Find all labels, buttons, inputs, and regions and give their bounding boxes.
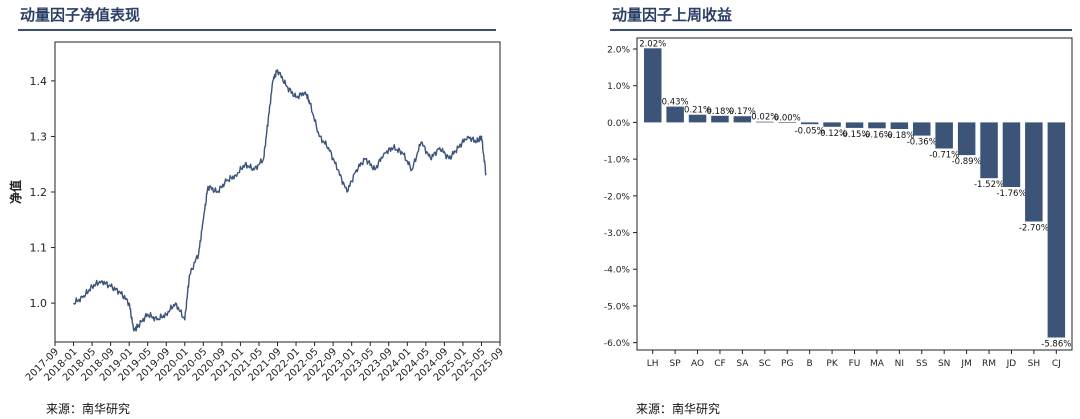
y-tick-label: 1.0%	[607, 82, 630, 92]
bar-FU	[845, 122, 864, 128]
bar-MA	[868, 122, 886, 129]
x-tick-label: NI	[895, 359, 904, 369]
x-tick-label: MA	[870, 359, 885, 369]
nav-line	[73, 69, 487, 332]
x-tick-label: JD	[1006, 359, 1017, 369]
bar-chart-panel: 动量因子上周收益 2.0% 1.0% 0.0% -1.0% -2.0% -3.0% -4.0…	[590, 0, 1080, 419]
data-label: 0.18%	[706, 107, 733, 117]
data-label: -2.70%	[1019, 224, 1049, 234]
y-tick-label: 1.3	[30, 130, 48, 143]
bar-CF	[711, 115, 729, 123]
line-chart-panel: 动量因子净值表现 1.0 1.1 1.2 1.3 1.4 2017-09 2018-01 20…	[0, 0, 510, 419]
plot-frame	[54, 41, 501, 343]
bar-CJ	[1047, 122, 1066, 338]
y-tick-label: 1.2	[30, 186, 48, 199]
data-label: -5.86%	[1041, 340, 1071, 350]
y-tick-label: 2.0%	[607, 46, 630, 56]
y-tick-label: -6.0%	[604, 339, 631, 349]
x-tick-label: PG	[781, 359, 793, 369]
data-label: -1.52%	[974, 180, 1004, 190]
data-label: 0.00%	[774, 113, 801, 123]
bar-PG	[778, 122, 796, 123]
bar-LH	[644, 48, 662, 123]
bar-SC	[756, 121, 774, 123]
bar-chart-title: 动量因子上周收益	[612, 6, 733, 24]
data-label: -0.12%	[817, 129, 847, 139]
y-tick-label: 1.4	[30, 75, 48, 88]
data-label: -0.89%	[952, 157, 982, 167]
y-tick-label: 1.0	[30, 297, 48, 310]
bar-RM	[980, 122, 998, 179]
y-axis-label: 净值	[8, 180, 23, 204]
line-chart: 1.01.11.21.31.42017-092018-012018-052018…	[8, 41, 506, 384]
bar-JM	[957, 122, 976, 156]
x-tick-label: SS	[916, 359, 928, 369]
data-label: -0.18%	[884, 131, 914, 141]
y-tick-label: -5.0%	[604, 302, 631, 312]
y-tick-label: -2.0%	[604, 192, 631, 202]
bar-B	[800, 122, 819, 125]
bar-NI	[890, 122, 909, 129]
bar-JD	[1002, 122, 1021, 187]
title-divider	[18, 29, 496, 31]
data-label: 0.21%	[684, 106, 711, 116]
x-tick-label: CJ	[1052, 359, 1061, 369]
data-label: 0.43%	[662, 98, 689, 108]
x-tick-label: SC	[759, 359, 771, 369]
x-tick-label: PK	[826, 359, 838, 369]
y-tick-label: 1.1	[30, 242, 48, 255]
line-chart-title: 动量因子净值表现	[20, 6, 141, 24]
x-tick-label: FU	[849, 359, 861, 369]
x-tick-label: LH	[647, 359, 659, 369]
x-tick-label: SP	[670, 359, 682, 369]
data-label: 0.02%	[751, 113, 778, 123]
x-tick-label: CF	[714, 359, 725, 369]
y-tick-label: -1.0%	[604, 156, 631, 166]
x-tick-label: SN	[938, 359, 950, 369]
data-label: 2.02%	[639, 39, 666, 49]
bar-SS	[913, 122, 931, 136]
source-note: 来源：南华研究	[636, 402, 721, 416]
data-label: -0.05%	[795, 126, 825, 136]
data-label: -0.15%	[839, 130, 869, 140]
data-label: 0.17%	[729, 107, 756, 117]
source-note: 来源：南华研究	[46, 402, 131, 416]
data-label: -0.36%	[907, 138, 937, 148]
bar-SH	[1025, 122, 1043, 222]
bar-chart: 2.0% 1.0% 0.0% -1.0% -2.0% -3.0% -4.0% -5.0% -6.…	[604, 37, 1073, 369]
x-tick-label: SH	[1028, 359, 1040, 369]
y-tick-label: 0.0%	[607, 119, 630, 129]
y-tick-label: -3.0%	[604, 229, 631, 239]
data-label: -0.71%	[929, 150, 959, 160]
data-label: -1.76%	[996, 189, 1026, 199]
bar-PK	[823, 122, 841, 127]
bar-SP	[666, 106, 684, 123]
x-tick-label: B	[807, 359, 813, 369]
bar-SA	[733, 116, 752, 123]
x-tick-label: RM	[982, 359, 996, 369]
y-tick-label: -4.0%	[604, 266, 631, 276]
x-tick-label: AO	[691, 359, 704, 369]
x-tick-label: JM	[960, 359, 971, 369]
x-tick-label: SA	[736, 359, 749, 369]
data-label: -0.16%	[862, 130, 892, 140]
bar-SN	[935, 122, 953, 149]
title-divider	[610, 29, 1072, 31]
bar-AO	[688, 114, 707, 123]
